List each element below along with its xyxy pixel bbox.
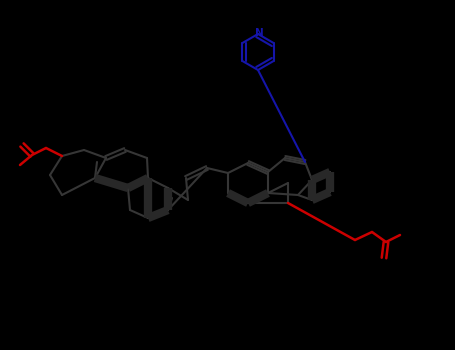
Text: N: N: [255, 28, 263, 38]
